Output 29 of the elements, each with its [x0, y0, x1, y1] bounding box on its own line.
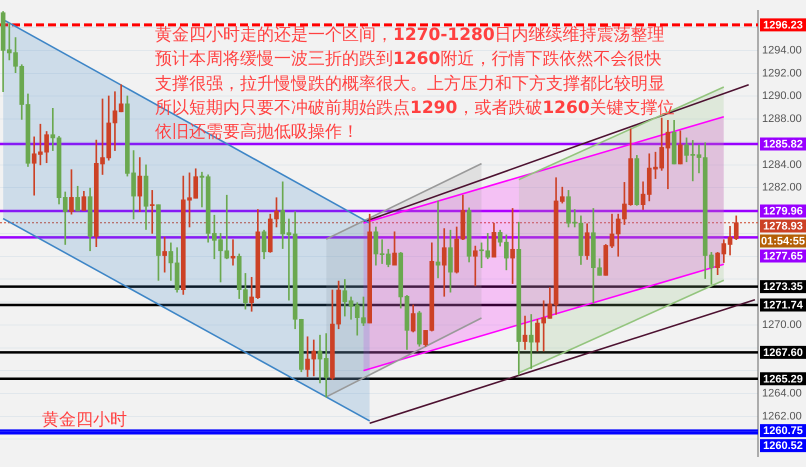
legend-label: 1260.52 [763, 440, 803, 452]
y-tick-label: 1294.00 [762, 44, 802, 56]
y-tick-label: 1282.00 [762, 182, 802, 194]
ref-line-label: 1296.23 [763, 19, 803, 32]
annotation: 依旧还需要高抛低吸操作！ [155, 122, 359, 142]
annotation: 黄金四小时走的还是一个区间，1270-1280日内继续维持震荡整理 [155, 25, 665, 45]
y-tick-label: 1292.00 [762, 67, 802, 80]
ref-line-label: 1277.65 [763, 250, 803, 262]
annotation: 支撑很强，拉升慢慢跌的概率很大。上方压力和下方支撑都比较明显 [155, 74, 665, 94]
ref-line-label: 1265.29 [763, 373, 803, 386]
y-tick-label: 1262.00 [762, 410, 802, 422]
y-tick-label: 1284.00 [762, 158, 802, 171]
candlestick [230, 239, 236, 266]
ref-line-label: 1267.60 [763, 346, 803, 359]
text: 01:54:55 [760, 236, 806, 248]
y-tick-label: 1288.00 [762, 113, 802, 126]
y-tick-label: 1270.00 [762, 318, 802, 331]
ref-line-label: 1278.93 [763, 220, 803, 232]
ref-line-label: 1279.96 [763, 206, 803, 218]
annotation: 预计本周将缓慢一波三折的跌到1260附近，行情下跌依然不会很快 [155, 49, 662, 70]
ref-line-label: 1273.35 [763, 281, 803, 294]
ref-line-label: 1285.82 [763, 138, 803, 150]
annotation: 黄金四小时 [42, 410, 127, 430]
ref-line-label: 1260.75 [763, 425, 803, 438]
candlestick [522, 316, 528, 350]
y-tick-label: 1264.00 [762, 388, 802, 400]
candlestick [436, 200, 440, 278]
y-tick-label: 1290.00 [762, 90, 802, 102]
ref-line-label: 1271.74 [763, 300, 804, 312]
